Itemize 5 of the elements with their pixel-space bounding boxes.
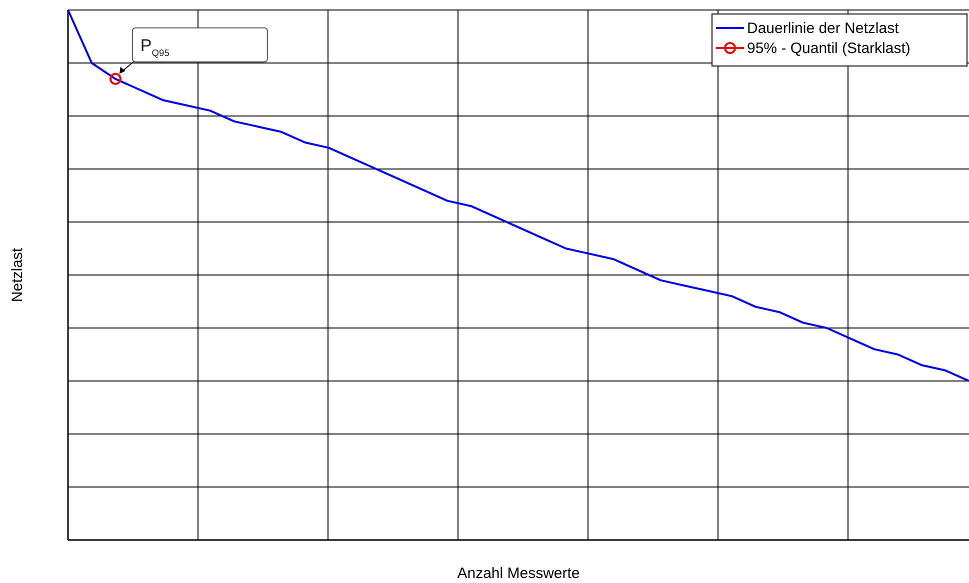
legend-label: Dauerlinie der Netzlast (747, 20, 900, 37)
legend-label: 95% - Quantil (Starklast) (747, 40, 910, 57)
y-axis-title: Netzlast (9, 247, 26, 302)
annotation: P$_{Q95}$ (140, 36, 170, 58)
x-axis-title: Anzahl Messwerte (457, 565, 580, 582)
